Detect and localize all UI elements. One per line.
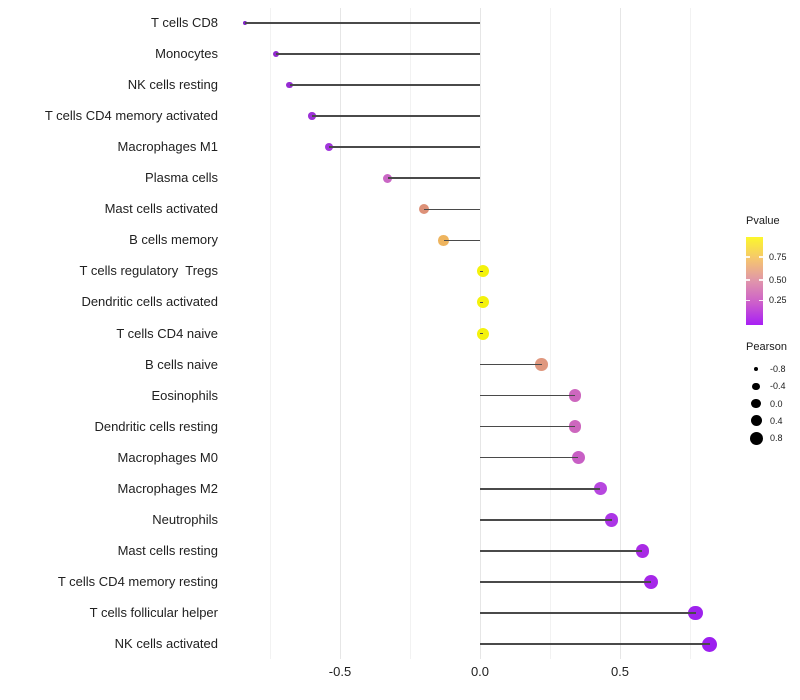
y-axis-label: Macrophages M2: [117, 480, 218, 496]
minor-gridline: [549, 8, 551, 659]
pearson-legend-label: 0.0: [770, 398, 783, 409]
y-axis-label: T cells CD4 naive: [116, 325, 218, 341]
lollipop-dot: [476, 265, 489, 278]
y-axis-label: B cells memory: [129, 232, 218, 248]
pvalue-colorbar-tick: [759, 279, 763, 281]
lollipop-stem: [480, 363, 542, 366]
y-axis-label: Macrophages M1: [117, 139, 218, 155]
lollipop-dot: [688, 605, 703, 621]
lollipop-stem: [480, 550, 643, 552]
y-axis-label: T cells CD4 memory activated: [44, 108, 218, 124]
lollipop-stem: [480, 612, 696, 614]
lollipop-stem: [443, 239, 480, 242]
y-axis-label: Monocytes: [155, 46, 218, 62]
pearson-legend-dot: [749, 431, 763, 445]
y-axis-label: Eosinophils: [151, 387, 219, 403]
major-gridline: [339, 8, 341, 659]
major-gridline: [619, 8, 621, 659]
pvalue-colorbar-tick: [759, 299, 763, 302]
lollipop-dot: [702, 636, 718, 652]
pearson-legend-label: -0.4: [770, 381, 786, 392]
lollipop-stem: [480, 332, 483, 335]
pvalue-tick-label: 0.75: [769, 252, 787, 263]
pearson-legend-dot: [750, 415, 762, 427]
lollipop-stem: [480, 301, 483, 304]
lollipop-stem: [480, 643, 710, 645]
lollipop-stem: [480, 581, 651, 583]
lollipop-dot: [535, 358, 548, 371]
lollipop-dot: [476, 327, 489, 340]
lollipop-dot: [568, 420, 582, 433]
x-axis-tick-label: 0.0: [470, 664, 490, 679]
lollipop-dot: [476, 296, 489, 309]
pvalue-colorbar-tick: [746, 279, 750, 281]
lollipop-stem: [480, 519, 612, 521]
lollipop-dot: [635, 544, 650, 558]
lollipop-stem: [480, 487, 601, 490]
y-axis-label: Dendritic cells activated: [81, 294, 218, 310]
pvalue-colorbar-tick: [746, 299, 750, 302]
lollipop-stem: [424, 208, 480, 211]
pearson-legend-label: 0.8: [770, 433, 783, 444]
pearson-legend-dot: [752, 382, 760, 391]
lollipop-stem: [387, 177, 480, 180]
pearson-legend-title: Pearson: [746, 341, 787, 353]
y-axis-label: Plasma cells: [145, 170, 218, 186]
y-axis-label: NK cells resting: [127, 77, 218, 93]
y-axis-label: T cells CD4 memory resting: [57, 573, 218, 589]
pvalue-colorbar: [746, 237, 763, 325]
lollipop-dot: [571, 451, 585, 465]
y-axis-label: B cells naive: [145, 356, 218, 372]
lollipop-stem: [480, 425, 576, 428]
lollipop-dot: [643, 574, 658, 589]
y-axis-label: Neutrophils: [152, 511, 218, 527]
y-axis-label: Mast cells activated: [104, 201, 218, 217]
pearson-legend-dot: [751, 398, 761, 409]
x-axis-tick-label: -0.5: [328, 664, 352, 679]
minor-gridline: [689, 8, 691, 659]
pearson-legend-label: 0.4: [770, 415, 783, 426]
pvalue-tick-label: 0.25: [769, 295, 787, 306]
y-axis-label: Macrophages M0: [117, 449, 218, 465]
y-axis-label: NK cells activated: [114, 636, 218, 651]
pearson-legend-dot: [753, 366, 759, 372]
pvalue-colorbar-tick: [746, 256, 750, 258]
pvalue-colorbar-tick: [759, 256, 763, 258]
lollipop-stem: [275, 53, 480, 55]
pvalue-legend-title: Pvalue: [746, 215, 780, 227]
y-axis-label: Dendritic cells resting: [94, 418, 218, 434]
pvalue-tick-label: 0.50: [769, 275, 787, 286]
y-axis-label: Mast cells resting: [117, 542, 218, 558]
lollipop-stem: [312, 115, 480, 117]
lollipop-stem: [289, 84, 480, 86]
lollipop-stem: [328, 146, 480, 148]
pearson-legend-label: -0.8: [770, 364, 786, 374]
lollipop-stem: [244, 22, 480, 24]
y-axis-label: T cells follicular helper: [89, 604, 218, 620]
y-axis-label: T cells CD8: [151, 15, 218, 30]
minor-gridline: [409, 8, 411, 659]
lollipop-dot: [593, 482, 607, 496]
lollipop-dot: [604, 513, 619, 527]
lollipop-stem: [480, 456, 578, 459]
lollipop-stem: [480, 270, 483, 273]
y-axis-label: T cells regulatory Tregs: [79, 263, 218, 279]
lollipop-stem: [480, 394, 576, 397]
lollipop-dot: [568, 389, 582, 402]
x-axis-tick-label: 0.5: [610, 664, 630, 679]
minor-gridline: [269, 8, 271, 659]
